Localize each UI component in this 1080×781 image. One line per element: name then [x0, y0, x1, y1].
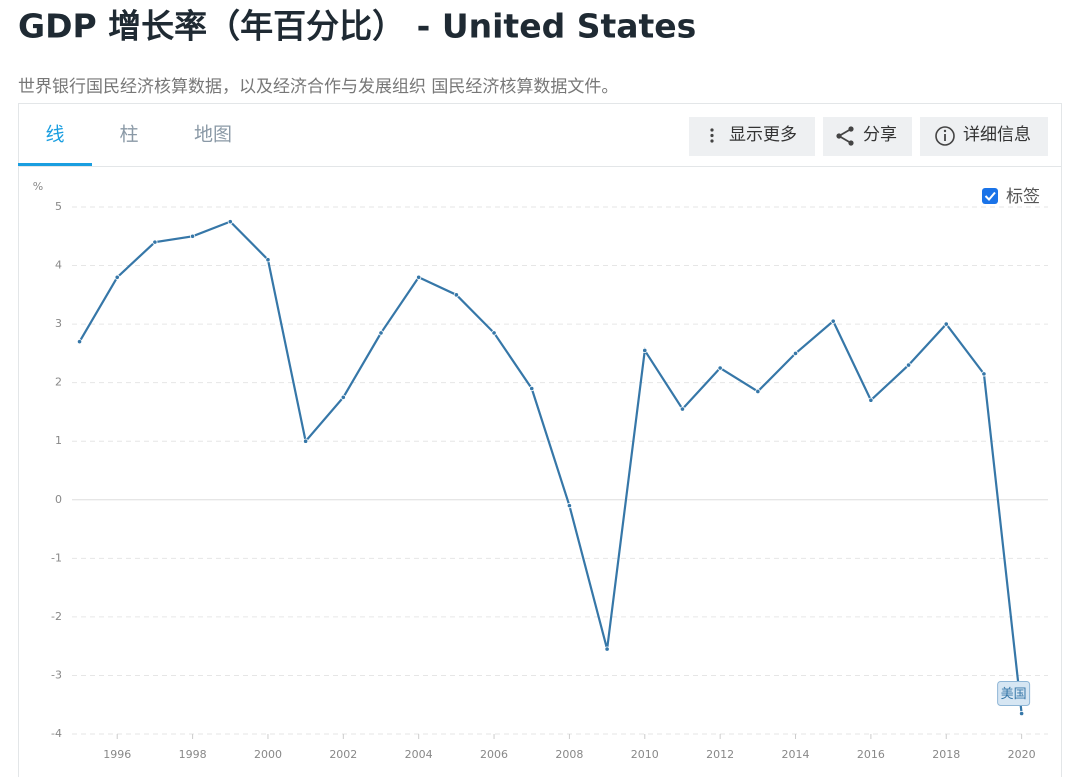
data-point — [604, 646, 610, 652]
y-tick-label: 5 — [55, 200, 62, 213]
series-line — [78, 220, 1023, 714]
y-tick-label: 1 — [55, 434, 62, 447]
y-tick-label: -2 — [51, 610, 62, 623]
data-point — [717, 365, 723, 371]
icon-dot — [848, 126, 854, 132]
data-point — [416, 274, 422, 280]
checkmark — [984, 191, 996, 201]
y-tick-label: -1 — [51, 551, 62, 564]
x-tick-label: 2016 — [857, 748, 885, 761]
chart-card — [18, 103, 1062, 781]
data-point — [265, 257, 271, 263]
data-point — [905, 362, 912, 368]
y-tick-label: -3 — [51, 668, 62, 681]
page-title: GDP 增长率（年百分比） - United States — [18, 7, 696, 46]
share-button[interactable]: 分享 — [823, 117, 912, 156]
x-tick-label: 2006 — [480, 748, 508, 761]
data-point — [152, 239, 158, 245]
active-tab-indicator — [18, 163, 92, 166]
data-point — [227, 219, 233, 225]
data-point — [1019, 710, 1025, 717]
data-point — [378, 330, 384, 336]
series-end-label: 美国 — [1001, 687, 1027, 702]
data-point — [189, 233, 196, 239]
button-label: 详细信息 — [963, 125, 1031, 145]
icon-dot — [710, 133, 714, 138]
button-bg — [689, 117, 815, 156]
data-point — [566, 503, 573, 509]
tab-line[interactable]: 线 — [45, 124, 64, 146]
tab-bar[interactable]: 柱 — [119, 124, 138, 146]
data-point — [981, 371, 987, 377]
info-icon-dot — [943, 129, 947, 133]
data-point — [303, 438, 309, 444]
data-point — [76, 339, 83, 345]
x-tick-label: 2000 — [254, 748, 282, 761]
x-tick-label: 1996 — [103, 748, 131, 761]
x-tick-label: 2002 — [329, 748, 357, 761]
data-point — [755, 388, 761, 395]
button-label: 分享 — [863, 125, 897, 145]
x-tick-label: 2012 — [706, 748, 734, 761]
show-more-button[interactable]: 显示更多 — [689, 117, 815, 156]
data-point — [340, 394, 346, 400]
x-tick-label: 2014 — [782, 748, 810, 761]
page-subtitle: 世界银行国民经济核算数据，以及经济合作与发展组织 国民经济核算数据文件。 — [18, 77, 618, 97]
info-icon — [935, 126, 955, 146]
icon-dot — [836, 133, 842, 139]
x-tick-label: 2008 — [555, 748, 583, 761]
data-point — [114, 274, 120, 280]
y-tick-label: -4 — [51, 727, 62, 740]
checkbox-label: 标签 — [1006, 187, 1040, 207]
y-tick-label: 3 — [55, 317, 62, 330]
tab-map[interactable]: 地图 — [194, 124, 232, 146]
series-end-label-box — [997, 681, 1031, 707]
y-tick-label: 0 — [55, 493, 62, 506]
data-point — [868, 397, 874, 403]
data-point — [830, 318, 836, 324]
y-axis-unit: % — [33, 180, 43, 193]
data-point — [792, 350, 799, 356]
icon-dot — [710, 128, 714, 132]
y-tick-label: 2 — [55, 376, 62, 389]
data-point — [679, 406, 686, 412]
x-tick-label: 2018 — [932, 748, 960, 761]
icon-dot — [848, 140, 854, 146]
x-tick-label: 2010 — [631, 748, 659, 761]
checkbox — [982, 188, 998, 204]
data-point — [529, 385, 535, 392]
button-label: 显示更多 — [729, 125, 797, 145]
data-point — [491, 330, 497, 336]
x-tick-label: 1998 — [179, 748, 207, 761]
label-toggle[interactable]: 标签 — [982, 187, 1040, 207]
button-bg — [920, 117, 1048, 156]
data-point — [642, 347, 648, 354]
details-button[interactable]: 详细信息 — [920, 117, 1048, 156]
y-tick-label: 4 — [55, 259, 62, 272]
x-tick-label: 2020 — [1008, 748, 1036, 761]
x-tick-label: 2004 — [405, 748, 433, 761]
icon-dot — [710, 139, 714, 143]
data-point — [453, 292, 459, 298]
data-point — [943, 321, 949, 327]
